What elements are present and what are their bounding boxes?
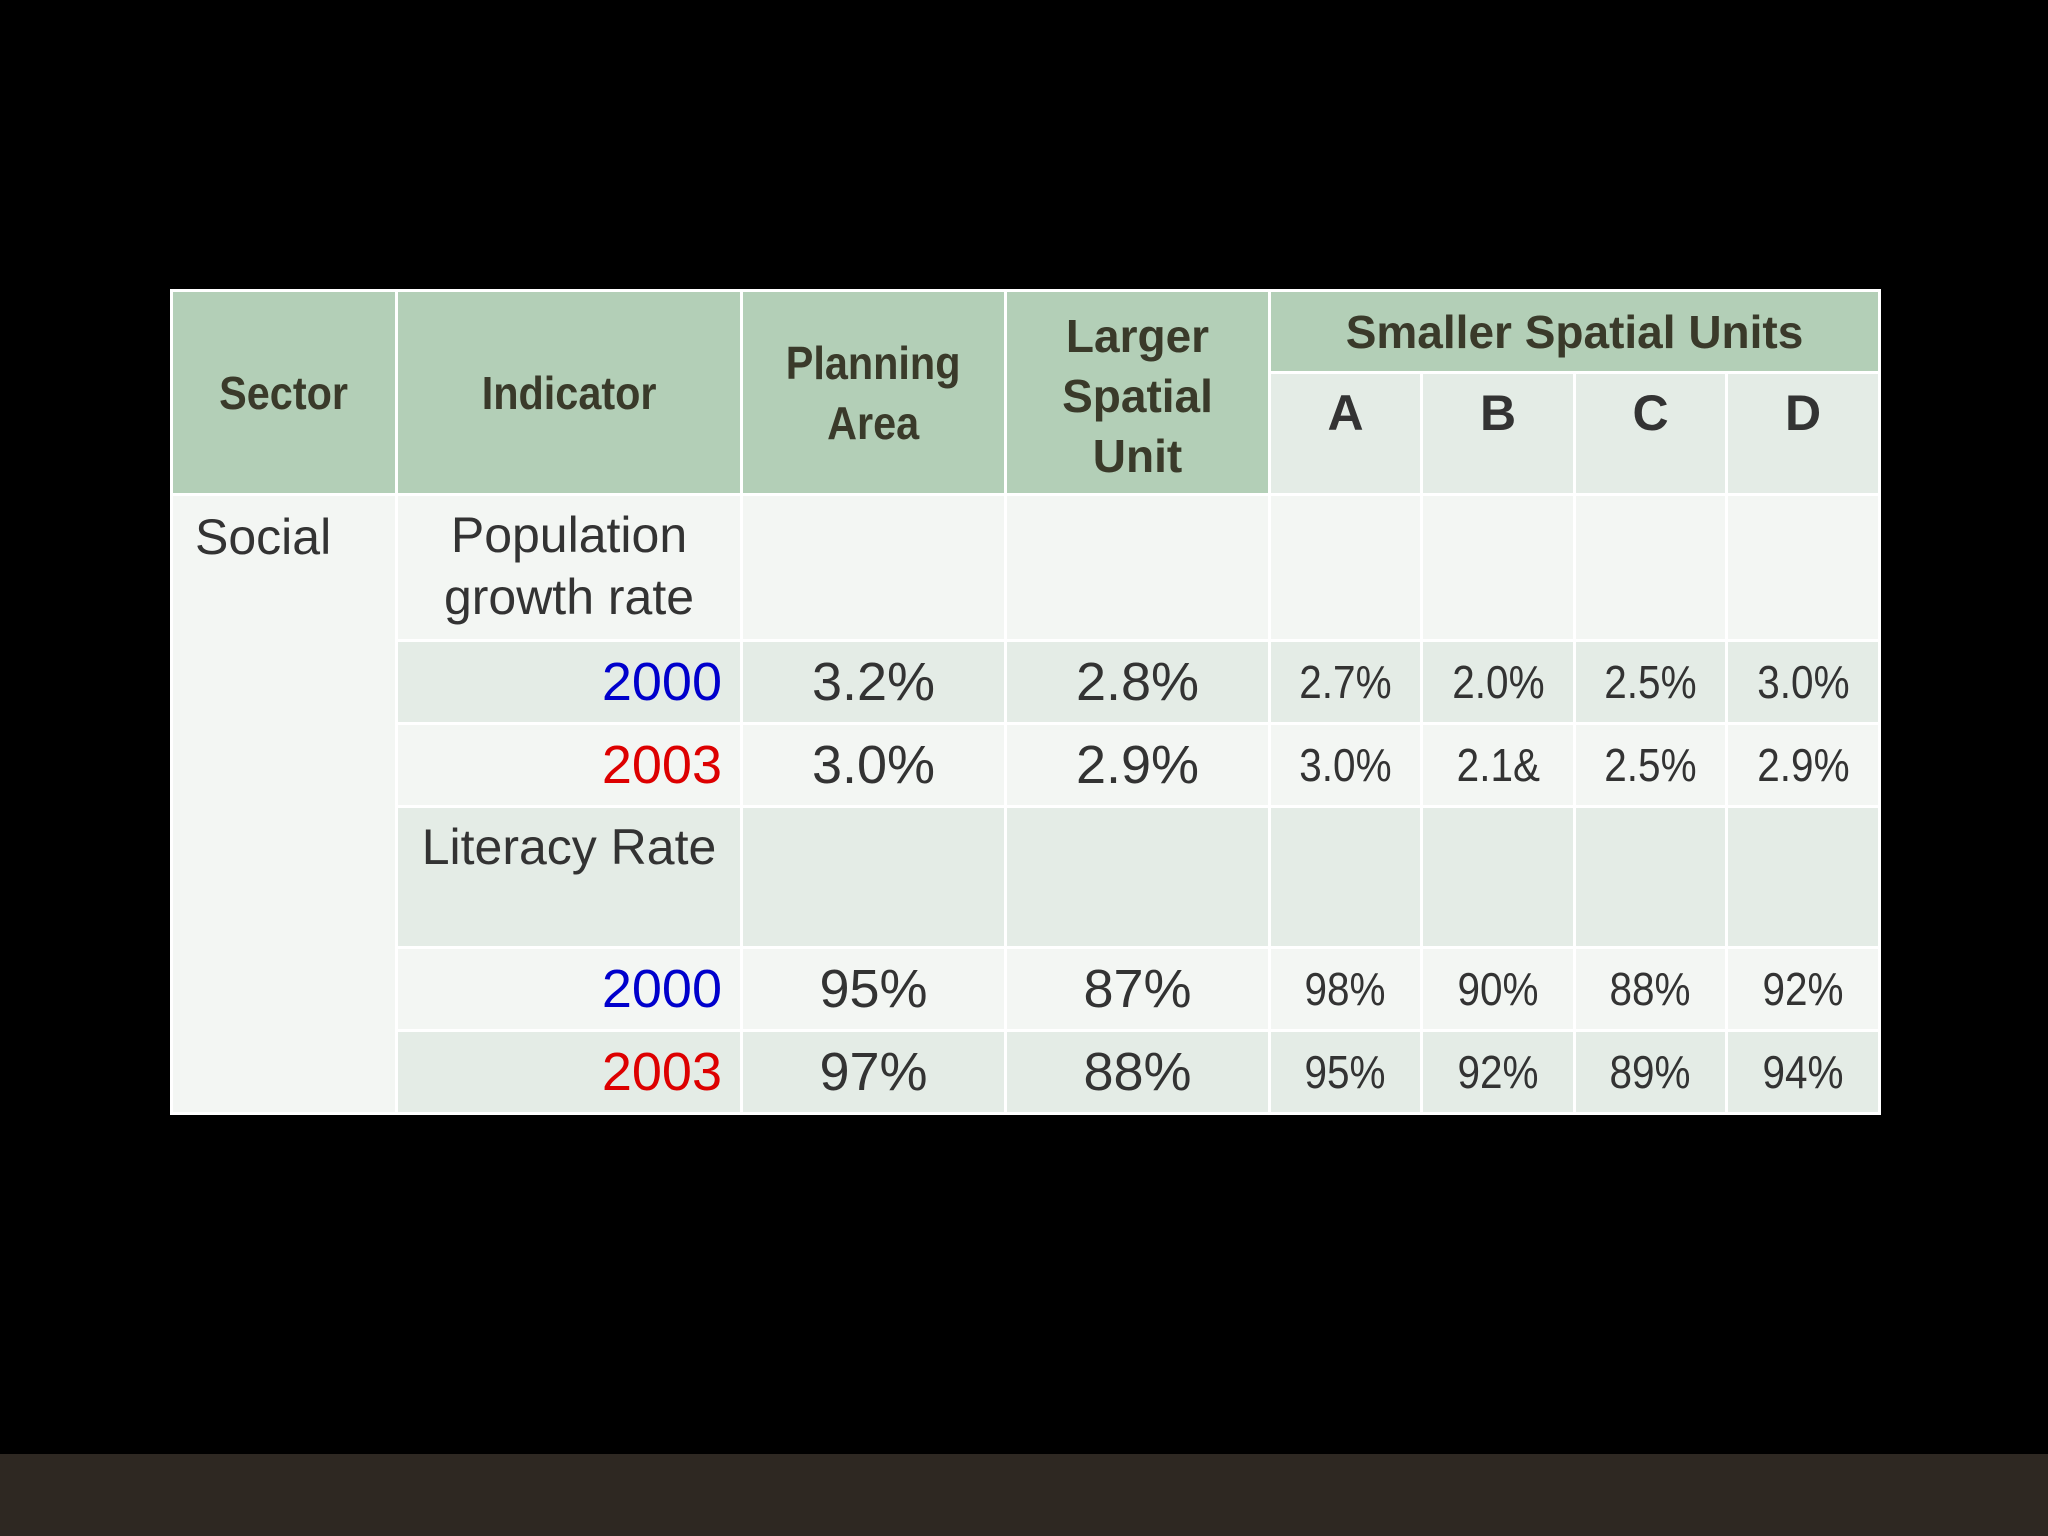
unit-b-value: 92% — [1420, 1029, 1576, 1115]
larger-spatial-unit-value: 87% — [1004, 946, 1271, 1032]
unit-d-value: 94% — [1724, 1029, 1882, 1115]
header-planning-area: Planning Area — [740, 289, 1007, 496]
planning-area-value: 97% — [740, 1029, 1007, 1115]
header-larger-spatial-unit: Larger Spatial Unit — [1004, 289, 1271, 496]
data-table: Sector Indicator Planning Area Larger Sp… — [170, 289, 1882, 1115]
unit-b-value: 90% — [1420, 946, 1576, 1032]
empty-cell — [1573, 493, 1728, 642]
header-planning-area-line-1: Planning — [786, 336, 961, 389]
empty-cell — [1268, 805, 1423, 949]
larger-spatial-unit-value: 2.9% — [1004, 722, 1271, 808]
table-row: 2003 97% 88% 95% 92% 89% 94% — [171, 1029, 1882, 1115]
indicator-label: Population growth rate — [395, 493, 743, 642]
table-row: Social Population growth rate — [170, 493, 1882, 1115]
larger-spatial-unit-value: 2.8% — [1004, 639, 1271, 725]
planning-area-value: 3.2% — [740, 639, 1007, 725]
header-sector-label: Sector — [219, 366, 349, 419]
unit-d-value: 92% — [1724, 946, 1882, 1032]
header-unit-a: A — [1268, 371, 1423, 496]
table-row: 2000 3.2% 2.8% 2.7% 2.0% 2.5% 3.0% — [171, 639, 1882, 725]
header-planning-area-line-2: Area — [827, 396, 920, 449]
larger-spatial-unit-value: 88% — [1004, 1029, 1271, 1115]
empty-cell — [740, 493, 1007, 642]
unit-c-value-text: 2.5% — [1604, 656, 1697, 708]
unit-b-value-text: 2.0% — [1451, 656, 1545, 708]
header-larger-spatial-unit-line-2: Spatial — [1062, 369, 1213, 422]
unit-a-value: 2.7% — [1268, 639, 1423, 725]
empty-cell — [1420, 805, 1576, 949]
unit-d-value-text: 92% — [1762, 963, 1844, 1015]
unit-a-value-text: 98% — [1304, 963, 1387, 1015]
empty-cell — [1573, 805, 1728, 949]
header-smaller-spatial-units: Smaller Spatial Units — [1267, 289, 1882, 374]
planning-area-value: 95% — [740, 946, 1007, 1032]
year-cell: 2000 — [395, 639, 743, 725]
unit-c-value: 89% — [1573, 1029, 1728, 1115]
unit-d-value: 2.9% — [1724, 722, 1882, 808]
table-row: 2000 95% 87% 98% 90% 88% 92% — [171, 946, 1882, 1032]
header-larger-spatial-unit-line-1: Larger — [1065, 309, 1210, 362]
unit-b-value: 2.1& — [1420, 722, 1576, 808]
header-unit-b: B — [1420, 371, 1576, 496]
year-cell: 2000 — [395, 946, 743, 1032]
empty-cell — [1724, 805, 1882, 949]
header-indicator: Indicator — [395, 289, 743, 496]
unit-a-value-text: 95% — [1304, 1046, 1387, 1098]
unit-c-value: 2.5% — [1573, 722, 1728, 808]
empty-cell — [1004, 805, 1271, 949]
empty-cell — [1420, 493, 1576, 642]
unit-d-value-text: 3.0% — [1756, 656, 1850, 708]
indicator-label: Literacy Rate — [395, 805, 743, 949]
unit-a-value: 95% — [1268, 1029, 1423, 1115]
unit-a-value: 3.0% — [1268, 722, 1423, 808]
sector-cell: Social — [170, 493, 398, 1115]
header-unit-c: C — [1573, 371, 1728, 496]
empty-cell — [1268, 493, 1423, 642]
unit-d-value-text: 2.9% — [1756, 739, 1850, 791]
unit-d-value-text: 94% — [1762, 1046, 1844, 1098]
table-row: 2003 3.0% 2.9% 3.0% 2.1& 2.5% 2.9% — [171, 722, 1882, 808]
unit-c-value-text: 89% — [1609, 1046, 1692, 1098]
table-row: Literacy Rate — [171, 805, 1882, 949]
empty-cell — [740, 805, 1007, 949]
year-cell: 2003 — [395, 1029, 743, 1115]
unit-b-value-text: 2.1& — [1456, 739, 1540, 791]
indicator-label-line-2: growth rate — [443, 569, 695, 625]
year-cell: 2003 — [395, 722, 743, 808]
header-sector: Sector — [170, 289, 398, 496]
unit-a-value-text: 2.7% — [1299, 656, 1392, 708]
unit-a-value: 98% — [1268, 946, 1423, 1032]
unit-d-value: 3.0% — [1724, 639, 1882, 725]
unit-b-value: 2.0% — [1420, 639, 1576, 725]
header-larger-spatial-unit-line-3: Unit — [1092, 429, 1183, 482]
empty-cell — [1004, 493, 1271, 642]
unit-a-value-text: 3.0% — [1299, 739, 1392, 791]
bottom-bar — [0, 1454, 2048, 1536]
unit-c-value-text: 2.5% — [1604, 739, 1697, 791]
header-indicator-label: Indicator — [481, 366, 657, 419]
unit-c-value: 2.5% — [1573, 639, 1728, 725]
unit-c-value-text: 88% — [1609, 963, 1692, 1015]
header-unit-d: D — [1724, 371, 1882, 496]
unit-b-value-text: 90% — [1457, 963, 1539, 1015]
unit-c-value: 88% — [1573, 946, 1728, 1032]
planning-area-value: 3.0% — [740, 722, 1007, 808]
indicator-label-line-1: Population — [450, 507, 688, 563]
empty-cell — [1724, 493, 1882, 642]
unit-b-value-text: 92% — [1457, 1046, 1539, 1098]
